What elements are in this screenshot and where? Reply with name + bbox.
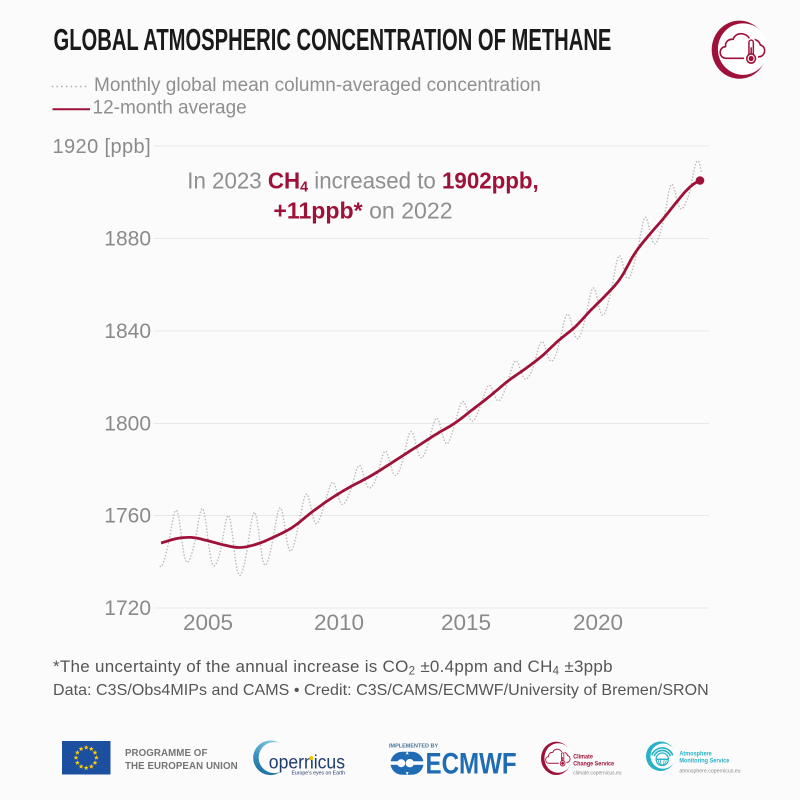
svg-text:GLOBAL ATMOSPHERIC CONCENTRATI: GLOBAL ATMOSPHERIC CONCENTRATION OF METH… bbox=[54, 22, 612, 58]
svg-text:PROGRAMME OF: PROGRAMME OF bbox=[125, 748, 207, 759]
svg-text:Europe's eyes on Earth: Europe's eyes on Earth bbox=[291, 770, 345, 776]
svg-text:1800: 1800 bbox=[104, 413, 151, 436]
svg-text:atmosphere.copernicus.eu: atmosphere.copernicus.eu bbox=[679, 769, 740, 775]
svg-text:opernicus: opernicus bbox=[269, 751, 345, 773]
svg-text:Monitoring Service: Monitoring Service bbox=[679, 758, 730, 764]
svg-text:Monthly global mean column-ave: Monthly global mean column-averaged conc… bbox=[94, 75, 541, 96]
svg-text:Data: C3S/Obs4MIPs and CAMS •: Data: C3S/Obs4MIPs and CAMS • Credit: C3… bbox=[53, 682, 709, 699]
svg-text:2015: 2015 bbox=[441, 610, 491, 635]
svg-text:In 2023 CH4 increased to 1902p: In 2023 CH4 increased to 1902ppb, bbox=[187, 167, 539, 196]
svg-text:climate.copernicus.eu: climate.copernicus.eu bbox=[573, 770, 622, 776]
svg-text:2005: 2005 bbox=[183, 610, 233, 635]
svg-text:1760: 1760 bbox=[104, 505, 151, 528]
svg-text:+11ppb* on 2022: +11ppb* on 2022 bbox=[273, 197, 452, 223]
svg-text:Atmosphere: Atmosphere bbox=[679, 751, 712, 757]
svg-text:Change Service: Change Service bbox=[573, 761, 615, 767]
svg-text:12-month average: 12-month average bbox=[93, 98, 247, 119]
svg-text:2020: 2020 bbox=[573, 610, 623, 635]
svg-text:1920 [ppb]: 1920 [ppb] bbox=[53, 136, 152, 158]
svg-text:2010: 2010 bbox=[314, 610, 364, 635]
svg-text:1880: 1880 bbox=[104, 228, 151, 251]
svg-text:ECMWF: ECMWF bbox=[426, 746, 517, 780]
svg-text:THE EUROPEAN UNION: THE EUROPEAN UNION bbox=[125, 761, 238, 772]
svg-text:*The uncertainty of the annual: *The uncertainty of the annual increase … bbox=[53, 657, 613, 678]
svg-text:1840: 1840 bbox=[104, 320, 151, 343]
svg-text:Climate: Climate bbox=[573, 754, 593, 760]
svg-text:1720: 1720 bbox=[104, 597, 151, 620]
svg-text:IMPLEMENTED BY: IMPLEMENTED BY bbox=[389, 743, 439, 749]
